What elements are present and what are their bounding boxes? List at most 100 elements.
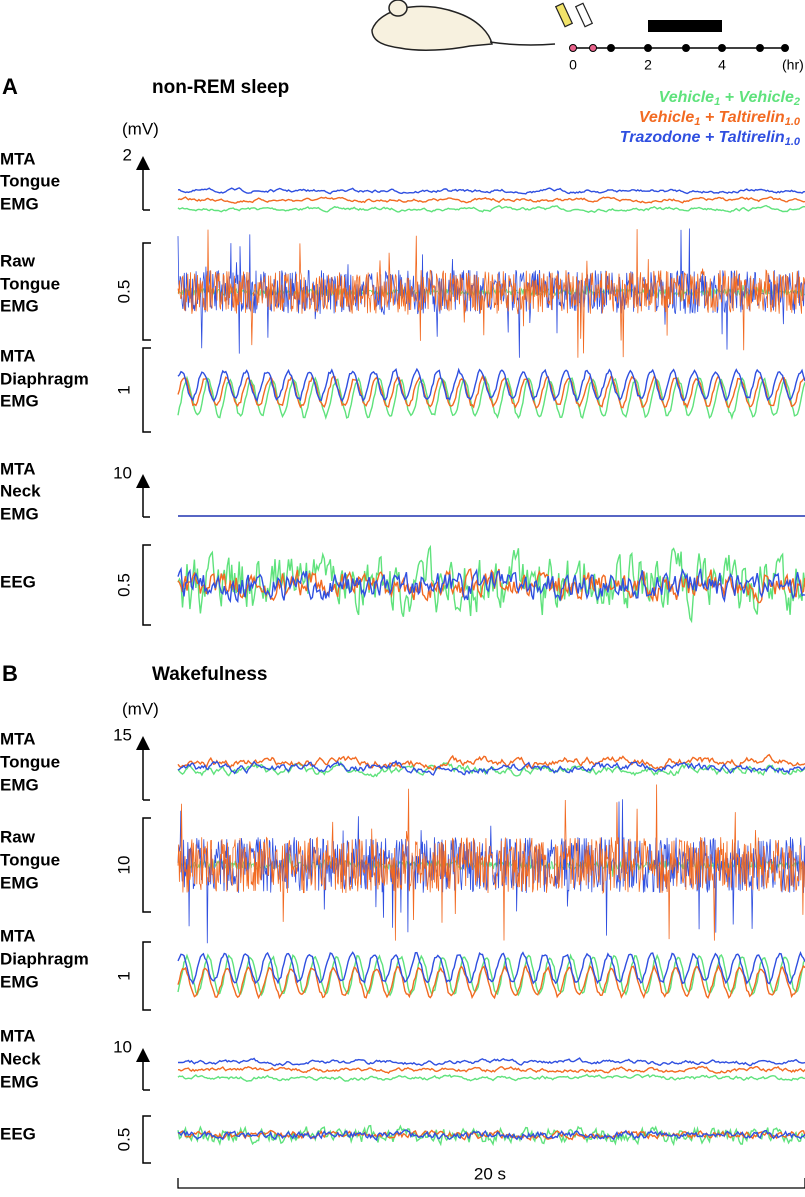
legend-subscript: 1 — [694, 116, 700, 128]
legend-subscript: 1.0 — [785, 136, 801, 148]
row-label: EMG — [0, 873, 39, 892]
trace — [177, 761, 805, 778]
row-label: EEG — [0, 1124, 36, 1143]
row-label: Raw — [0, 827, 36, 846]
trace — [177, 951, 805, 986]
timeline-dot — [718, 44, 726, 52]
row-label: Diaphragm — [0, 369, 89, 388]
trace — [178, 1057, 805, 1067]
row-label: EMG — [0, 775, 39, 794]
row-label: MTA — [0, 1026, 36, 1045]
trace — [177, 784, 805, 941]
legend-subscript: 1.0 — [785, 116, 801, 128]
scale-bracket — [142, 1115, 151, 1164]
row-label: Diaphragm — [0, 949, 89, 968]
timeline-dot — [781, 44, 789, 52]
panel-letter: B — [2, 661, 18, 686]
timeline-dot — [756, 44, 764, 52]
row-label: MTA — [0, 346, 36, 365]
timeline-tick: 0 — [569, 57, 577, 73]
timeline-dot — [607, 44, 615, 52]
timeline-dot — [569, 44, 577, 52]
legend-entry: Vehicle1 + Vehicle2 — [659, 89, 800, 108]
panel-letter: A — [2, 74, 18, 99]
trace — [177, 1073, 805, 1082]
legend-text: + Vehicle — [720, 89, 794, 106]
row-label: MTA — [0, 459, 36, 478]
mouse-icon — [371, 0, 556, 51]
trace — [177, 228, 805, 358]
scale-label: 0.5 — [114, 573, 133, 597]
legend-subscript: 1 — [714, 96, 720, 108]
trace — [177, 367, 805, 403]
timeline-unit: (hr) — [782, 57, 804, 73]
scale-bracket — [142, 544, 151, 626]
row-label: MTA — [0, 926, 36, 945]
row-label: EMG — [0, 1072, 39, 1091]
row-label: Tongue — [0, 752, 60, 771]
unit-label: (mV) — [122, 119, 159, 138]
row-label: Neck — [0, 481, 41, 500]
legend-subscript: 2 — [793, 96, 800, 108]
row-label: EMG — [0, 194, 39, 213]
trace — [177, 204, 805, 213]
scale-label: 0.5 — [114, 280, 133, 304]
trace — [177, 1124, 805, 1147]
scale-bracket — [142, 941, 151, 1011]
syringe-icons — [554, 2, 594, 28]
scale-label: 10 — [113, 1037, 132, 1056]
scale-label: 0.5 — [114, 1128, 133, 1152]
legend-text: Vehicle — [639, 109, 695, 126]
scale-label: 1 — [114, 971, 133, 980]
legend-entry: Vehicle1 + Taltirelin1.0 — [639, 109, 801, 128]
row-label: Tongue — [0, 274, 60, 293]
row-label: EMG — [0, 296, 39, 315]
legend-text: Trazodone + Taltirelin — [620, 129, 785, 146]
trace — [177, 568, 805, 604]
time-scale-bar — [177, 1178, 805, 1189]
timeline — [573, 20, 785, 49]
trace — [177, 1129, 805, 1142]
row-label: EMG — [0, 972, 39, 991]
row-label: MTA — [0, 149, 36, 168]
row-label: Tongue — [0, 171, 60, 190]
trace — [177, 759, 805, 776]
scale-bracket — [142, 817, 151, 913]
arrow-head — [136, 156, 150, 170]
scale-label: 2 — [123, 145, 132, 164]
scale-label: 1 — [114, 385, 133, 394]
row-label: Tongue — [0, 850, 60, 869]
unit-label: (mV) — [122, 699, 159, 718]
row-label: EEG — [0, 572, 36, 591]
arrow-head — [136, 736, 150, 750]
arrow-head — [136, 474, 150, 488]
timeline-tick: 2 — [644, 57, 652, 73]
legend-entry: Trazodone + Taltirelin1.0 — [620, 129, 801, 148]
trace — [177, 566, 805, 604]
row-label: Raw — [0, 251, 36, 270]
trace — [177, 196, 805, 204]
scale-bracket — [142, 347, 151, 433]
row-label: EMG — [0, 391, 39, 410]
timeline-dot — [589, 44, 597, 52]
timeline-dot — [682, 44, 690, 52]
timeline-tick: 4 — [718, 57, 726, 73]
scale-label: 15 — [113, 725, 132, 744]
trace — [177, 187, 805, 195]
trace — [177, 374, 805, 410]
scale-label: 10 — [114, 856, 133, 875]
row-label: MTA — [0, 729, 36, 748]
row-label: Neck — [0, 1049, 41, 1068]
trace — [177, 753, 805, 771]
arrow-head — [136, 1048, 150, 1062]
scale-bracket — [142, 242, 151, 341]
row-label: EMG — [0, 504, 39, 523]
panel-title: non-REM sleep — [152, 77, 289, 98]
trace — [177, 1065, 805, 1075]
scale-label: 10 — [113, 463, 132, 482]
legend-text: + Taltirelin — [700, 109, 785, 126]
timeline-dot — [644, 44, 652, 52]
panel-title: Wakefulness — [152, 664, 267, 685]
legend-text: Vehicle — [659, 89, 715, 106]
